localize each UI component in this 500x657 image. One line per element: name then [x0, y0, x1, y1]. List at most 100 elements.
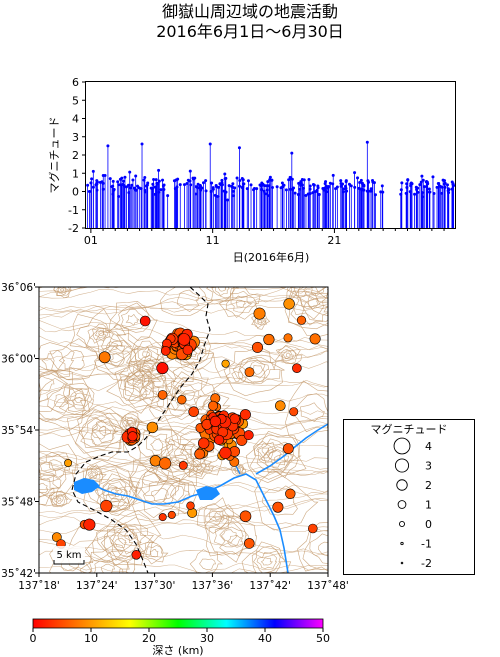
stem-head: [230, 184, 234, 188]
x-tick-label: 01: [84, 234, 98, 247]
stem-head: [95, 179, 99, 183]
stem-head: [188, 169, 192, 173]
stem-head: [144, 184, 148, 188]
stem-head: [240, 185, 244, 189]
stem-head: [255, 187, 259, 191]
time-plot-xlabel: 日(2016年6月): [233, 250, 310, 264]
river-east: [255, 423, 328, 475]
stem-head: [86, 183, 90, 187]
stem-head: [216, 195, 220, 199]
stem-head: [220, 178, 224, 182]
earthquake-point: [283, 333, 293, 343]
stem-head: [301, 186, 305, 190]
map-x-tick-label: 137˚42': [249, 580, 291, 592]
earthquake-point: [160, 346, 171, 356]
stem-head: [241, 178, 245, 182]
stem-head: [340, 182, 344, 186]
colorbar-bar: [32, 618, 324, 629]
earthquake-point: [244, 367, 255, 377]
earthquake-point: [239, 409, 251, 421]
stem-head: [128, 170, 132, 174]
prefecture-boundary: [71, 287, 211, 573]
stem-head: [306, 192, 310, 196]
earthquake-point: [282, 443, 294, 454]
stem-head: [196, 182, 200, 186]
stem-head: [317, 192, 321, 196]
stem-head: [110, 185, 114, 189]
earthquake-point: [127, 431, 138, 442]
stem-head: [373, 193, 377, 197]
stem-head: [328, 181, 332, 185]
map-y-tick-label: 35˚54': [1, 425, 36, 437]
scale-bar-label: 5 km: [56, 550, 81, 561]
legend-symbol: [400, 541, 404, 546]
y-tick-label: 6: [72, 76, 79, 89]
stem-head: [101, 187, 105, 191]
stem-head: [311, 191, 315, 195]
stem-head: [154, 178, 158, 182]
earthquake-point: [146, 421, 159, 434]
stem-head: [406, 178, 410, 182]
stem-head: [300, 177, 304, 181]
legend-label: -2: [421, 557, 432, 570]
stem-head: [214, 183, 218, 187]
stem-head: [123, 175, 127, 179]
stem-head: [349, 184, 353, 188]
stem-head: [194, 192, 198, 196]
stem-head: [152, 178, 156, 182]
map-y-tick-label: 35˚48': [1, 497, 36, 509]
stem-head: [242, 182, 246, 186]
map-x-tick-label: 137˚18': [18, 580, 60, 592]
legend-entries: 4 3 2 1 0 -1 -2: [393, 437, 432, 570]
stem-head: [288, 175, 292, 179]
earthquake-point: [64, 458, 73, 467]
stem-head: [344, 180, 348, 184]
stem-head: [237, 146, 241, 150]
stem-head: [227, 184, 231, 188]
title-line-2: 2016年6月1日～6月30日: [156, 22, 344, 41]
stem-head: [199, 184, 203, 188]
legend-label: 2: [425, 479, 432, 492]
stem-head: [323, 182, 327, 186]
stem-head: [245, 187, 249, 191]
earthquake-point: [292, 363, 302, 374]
stem-head: [231, 182, 235, 186]
earthquake-point: [307, 523, 318, 534]
stem-head: [185, 182, 189, 186]
stem-head: [437, 184, 441, 188]
earthquake-point: [244, 538, 255, 549]
stem-head: [420, 174, 424, 178]
stem-head: [369, 187, 373, 191]
stem-head: [118, 177, 122, 181]
stem-head: [418, 183, 422, 187]
stem-head: [312, 183, 316, 187]
topographic-contours: [39, 287, 328, 573]
stem-head: [98, 180, 102, 184]
earthquake-point: [219, 446, 232, 460]
y-tick-label: 1: [72, 167, 79, 180]
stem-head: [342, 190, 346, 194]
legend-symbol: [393, 437, 411, 455]
colorbar-tick-label: 0: [30, 632, 37, 645]
y-tick-label: -1: [68, 204, 79, 217]
earthquake-point: [98, 351, 111, 364]
stem-head: [445, 183, 449, 187]
earthquake-point: [309, 333, 321, 345]
earthquake-point: [252, 341, 264, 353]
earthquake-point: [158, 513, 167, 522]
stem-head: [266, 180, 270, 184]
stem-head: [447, 191, 451, 195]
stem-head: [440, 185, 444, 189]
legend-label: -1: [421, 538, 432, 551]
legend-label: 0: [425, 518, 432, 531]
stem-head: [339, 179, 343, 183]
map-y-tick-label: 35˚42': [1, 568, 36, 580]
legend-symbol: [400, 561, 404, 565]
stem-head: [223, 172, 227, 176]
stem-head: [157, 168, 161, 172]
stem-head: [270, 178, 274, 182]
stem-head: [106, 144, 110, 148]
stem-head: [280, 181, 284, 185]
